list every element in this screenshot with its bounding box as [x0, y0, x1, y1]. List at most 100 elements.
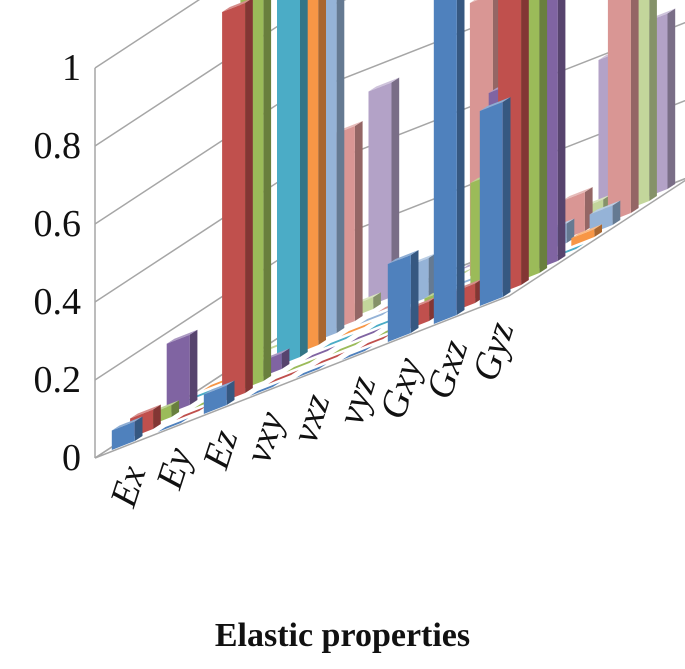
y-tick-label: 0: [62, 437, 81, 479]
bar-top: [589, 200, 621, 215]
bar: [304, 346, 336, 360]
bar-front: [607, 0, 631, 222]
bar-side: [245, 0, 253, 393]
bar-zero-marker: [157, 418, 189, 432]
x-tick-label: vxy: [237, 407, 293, 468]
bar-zero-marker: [323, 334, 354, 348]
bar-side: [171, 400, 180, 417]
bar: [368, 77, 400, 306]
bar-side: [410, 250, 419, 333]
bar: [479, 97, 511, 306]
x-axis-title: Elastic properties: [214, 617, 471, 654]
bar-top: [571, 224, 602, 239]
bar-zero-marker: [176, 406, 207, 420]
bar-side: [391, 77, 400, 297]
bar-side: [281, 348, 290, 369]
bar-side: [153, 404, 161, 429]
bar: [157, 418, 189, 432]
bar-front: [277, 0, 300, 366]
bar-top: [368, 77, 400, 92]
bar: [268, 370, 299, 384]
y-tick-label: 0.8: [34, 125, 82, 167]
bar-side: [336, 0, 345, 333]
bar: [166, 329, 198, 414]
bar-zero-marker: [359, 310, 391, 324]
bar: [286, 358, 318, 372]
bar: [277, 0, 308, 366]
bar-top: [469, 0, 478, 3]
bar-top: [203, 380, 235, 395]
bar-zero-marker: [268, 370, 299, 384]
bar-front: [222, 3, 246, 402]
x-tick-label: vxz: [284, 389, 339, 448]
bar-side: [667, 8, 676, 189]
bar-top: [561, 187, 593, 201]
bar-side: [354, 121, 363, 321]
bar: [360, 334, 391, 348]
bar-zero-marker: [350, 328, 382, 342]
bar-side: [300, 0, 308, 357]
bar-side: [539, 0, 548, 273]
bar-top: [479, 97, 511, 111]
bar: [350, 328, 382, 342]
y-tick-label: 0.6: [34, 203, 82, 245]
bar-zero-marker: [295, 364, 327, 378]
bar-zero-marker: [314, 352, 345, 366]
bar-side: [502, 97, 511, 297]
bars: [111, 0, 676, 450]
bar-zero-marker: [304, 346, 336, 360]
bar-side: [557, 0, 566, 261]
bar-side: [263, 0, 272, 381]
bar-front: [368, 82, 392, 306]
bar-zero-marker: [360, 334, 391, 348]
bar-side: [612, 200, 621, 225]
bar-zero-marker: [249, 382, 281, 396]
bar: [332, 340, 364, 354]
bar-top: [387, 250, 419, 264]
x-tick-label: Gyz: [464, 317, 522, 386]
bar: [341, 322, 372, 336]
bar-side: [189, 329, 198, 405]
bar-zero-marker: [341, 322, 372, 336]
bar-front: [166, 334, 190, 414]
bar-front: [111, 421, 135, 450]
bar-top: [166, 329, 198, 344]
y-tick-label: 0.2: [34, 359, 82, 401]
gridline: [94, 0, 201, 69]
bar-side: [373, 292, 381, 309]
bar-zero-marker: [341, 346, 373, 360]
x-tick-label: Ex: [102, 461, 155, 513]
bar: [571, 224, 602, 246]
bar: [359, 310, 391, 324]
y-tick-label: 0.4: [34, 281, 82, 323]
bar-side: [456, 0, 465, 315]
bar: [607, 0, 639, 222]
bar-side: [566, 218, 575, 243]
bar-front: [479, 102, 503, 306]
bar: [249, 382, 281, 396]
bar-zero-marker: [286, 358, 318, 372]
bar-side: [630, 0, 639, 213]
bar-side: [649, 0, 657, 201]
y-axis: 0 0.2 0.4 0.6 0.8 1: [34, 47, 82, 479]
bar: [314, 352, 345, 366]
bar-side: [226, 380, 235, 405]
bar: [111, 416, 143, 450]
bar-top: [222, 0, 250, 12]
bar-front: [571, 229, 595, 246]
bar: [222, 0, 253, 402]
bar: [433, 0, 465, 324]
y-tick-label: 1: [62, 47, 81, 89]
bar: [387, 250, 419, 342]
bar-side: [318, 0, 326, 345]
bar-side: [594, 224, 602, 237]
bar: [295, 364, 327, 378]
bar-top: [111, 416, 143, 431]
x-tick-label: Ey: [148, 443, 201, 495]
bar: [203, 380, 235, 414]
bar-side: [521, 0, 529, 285]
bar: [341, 346, 373, 360]
bar-front: [387, 255, 411, 342]
bar: [323, 334, 354, 348]
